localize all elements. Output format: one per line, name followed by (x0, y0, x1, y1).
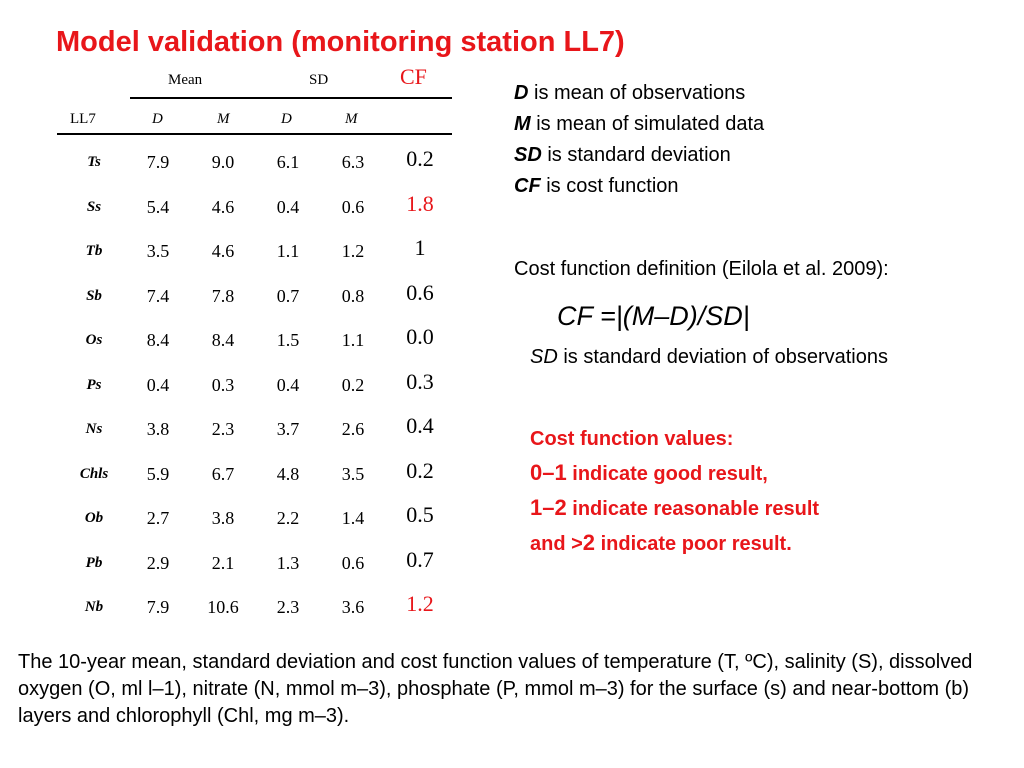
table-cell: 1.4 (341, 508, 365, 528)
cf-cell: 0.3 (406, 368, 434, 394)
table-cell: 2.6 (341, 419, 365, 439)
table-cell: 8.4 (211, 330, 235, 350)
definition-d: D is mean of observations (514, 82, 746, 104)
cf-cell: 0.5 (406, 502, 434, 527)
row-label: Sb (86, 287, 102, 304)
row-label: Os (85, 332, 103, 348)
definition-cf: CF is cost function (514, 175, 679, 197)
cf-cell: 1.8 (406, 190, 434, 216)
table-cell: 2.9 (146, 552, 170, 573)
definition-sd: SD is standard deviation (514, 144, 731, 166)
table-cell: 3.8 (146, 419, 170, 439)
table-cell: 0.6 (341, 196, 365, 217)
table-cell: 0.7 (276, 285, 300, 306)
table-cell: 0.4 (146, 374, 170, 395)
mean-group-header: Mean (168, 72, 203, 88)
cf-cell: 0.7 (406, 546, 434, 572)
validation-table: Mean SD CF LL7 D M D M Ts 7.9 9.0 6.1 6.3 0.2… (57, 64, 452, 617)
cost-function-values: Cost function values: 0–1 indicate good … (530, 423, 819, 561)
table-cell: 1.1 (276, 241, 300, 261)
row-label: Pb (85, 554, 103, 571)
cf-values-good: 0–1 indicate good result, (530, 460, 768, 485)
cf-values-heading: Cost function values: (530, 428, 734, 450)
table-cell: 7.4 (146, 285, 170, 306)
cf-cell: 1 (414, 235, 426, 260)
table-cell: 1.5 (276, 330, 300, 350)
table-cell: 10.6 (207, 597, 239, 617)
station-label: LL7 (70, 111, 96, 127)
table-cell: 2.3 (276, 597, 300, 617)
row-label: Chls (79, 465, 109, 482)
cf-cell: 0.2 (406, 457, 434, 483)
definition-m: M is mean of simulated data (514, 113, 765, 135)
sub-header-mean-d: D (152, 111, 163, 127)
sd-group-header: SD (309, 72, 329, 88)
table-cell: 6.3 (341, 152, 365, 172)
row-label: Ts (87, 154, 101, 170)
cf-cell: 0.4 (406, 413, 434, 438)
row-label: Ps (86, 376, 102, 393)
row-label: Nb (84, 599, 104, 615)
table-cell: 1.1 (341, 330, 365, 350)
symbol-definitions: D is mean of observations M is mean of s… (514, 78, 764, 202)
table-cell: 4.8 (276, 463, 300, 484)
cf-header: CF (400, 64, 427, 89)
table-cell: 9.0 (211, 152, 235, 172)
table-cell: 2.1 (211, 552, 235, 573)
table-cell: 0.4 (276, 374, 300, 395)
table-cell: 5.9 (146, 463, 170, 484)
table-cell: 0.2 (341, 374, 365, 395)
table-cell: 1.2 (341, 241, 365, 261)
table-cell: 2.7 (146, 508, 170, 528)
row-label: Ob (84, 510, 104, 526)
cost-function-definition: Cost function definition (Eilola et al. … (514, 258, 889, 280)
caption: The 10-year mean, standard deviation and… (18, 651, 973, 727)
cf-cell: 1.2 (406, 591, 434, 616)
table-cell: 7.9 (146, 152, 170, 172)
table-cell: 0.8 (341, 285, 365, 306)
table-cell: 1.3 (276, 552, 300, 573)
table-cell: 3.8 (211, 508, 235, 528)
header-rule-bottom (57, 133, 452, 135)
cf-cell: 0.0 (406, 324, 434, 349)
table-cell: 3.6 (341, 597, 365, 617)
table-cell: 0.6 (341, 552, 365, 573)
table-cell: 5.4 (146, 196, 170, 217)
table-cell: 7.9 (146, 597, 170, 617)
table-cell: 0.3 (211, 374, 235, 395)
cf-cell: 0.2 (406, 146, 434, 171)
table-cell: 0.4 (276, 196, 300, 217)
table-cell: 6.1 (276, 152, 300, 172)
sd-note: SD is standard deviation of observations (530, 346, 888, 368)
table-cell: 8.4 (146, 330, 170, 350)
row-label: Ns (85, 421, 103, 437)
cf-values-reasonable: 1–2 indicate reasonable result (530, 495, 820, 520)
row-label: Tb (85, 243, 103, 259)
table-cell: 3.5 (146, 241, 170, 261)
table-cell: 4.6 (211, 241, 235, 261)
table-cell: 2.3 (211, 419, 235, 439)
row-label: Ss (86, 198, 102, 215)
cost-function-formula: CF =|(M–D)/SD| (557, 301, 750, 331)
cf-cell: 0.6 (406, 279, 434, 305)
table-cell: 3.5 (341, 463, 365, 484)
table-cell: 7.8 (211, 285, 235, 306)
page-title: Model validation (monitoring station LL7… (56, 26, 625, 58)
cf-values-poor: and >2 indicate poor result. (530, 530, 792, 555)
sub-header-sd-m: M (345, 111, 358, 127)
table-cell: 2.2 (276, 508, 300, 528)
table-cell: 6.7 (211, 463, 235, 484)
sub-header-mean-m: M (217, 111, 230, 127)
table-cell: 3.7 (276, 419, 300, 439)
header-rule-top (130, 97, 452, 99)
sub-header-sd-d: D (281, 111, 292, 127)
table-cell: 4.6 (211, 196, 235, 217)
